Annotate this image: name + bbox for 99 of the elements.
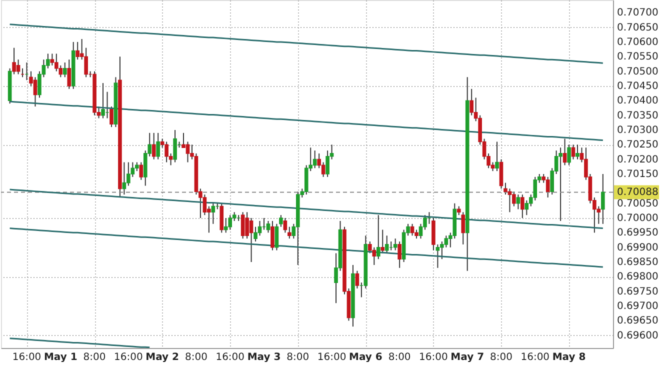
y-tick-label: 0.69950 — [617, 228, 658, 239]
x-tick-label: 16:00 — [317, 352, 346, 363]
line-series — [9, 24, 604, 64]
x-tick-label: 8:00 — [184, 352, 208, 363]
candlestick — [240, 212, 245, 240]
candlestick — [376, 214, 380, 260]
y-tick-label: 0.70450 — [617, 80, 658, 92]
candlestick — [321, 162, 326, 178]
y-tick-label: 0.69600 — [617, 330, 658, 342]
y-tick-label: 0.70000 — [617, 213, 658, 224]
candlestick — [202, 194, 207, 216]
candlestick — [495, 141, 499, 172]
y-tick-label: 0.69850 — [617, 257, 658, 268]
candlestick — [410, 223, 414, 236]
candlestick — [211, 202, 216, 224]
line-series — [9, 228, 604, 268]
ref-line-label: 0.70088 — [617, 187, 658, 198]
x-tick-label: May 1 — [44, 352, 78, 363]
candlestick — [122, 162, 126, 196]
candlestick — [164, 141, 168, 163]
candlestick — [524, 200, 529, 216]
candlestick — [546, 176, 550, 198]
candlestick — [571, 144, 576, 160]
candlestick — [224, 218, 228, 234]
candlestick — [508, 188, 512, 213]
candlestick — [76, 41, 80, 60]
candlestick — [62, 62, 67, 78]
candlestick — [355, 270, 360, 289]
candlestick — [274, 223, 279, 251]
candlestick — [601, 174, 605, 224]
candlestick — [288, 226, 292, 240]
x-tick-label: May 8 — [552, 352, 586, 363]
x-tick-label: May 3 — [247, 352, 281, 363]
candlestick — [499, 158, 504, 190]
candlestick — [576, 144, 580, 160]
y-tick-label: 0.70500 — [617, 66, 658, 78]
candlestick — [398, 240, 402, 268]
candlestick — [384, 235, 389, 254]
candlestick — [436, 244, 440, 268]
x-tick-label: May 7 — [450, 352, 484, 363]
line-series — [9, 338, 150, 348]
candlestick — [258, 220, 262, 236]
candlestick — [186, 141, 190, 163]
y-tick-label: 0.69750 — [617, 286, 658, 298]
y-tick-label: 0.69650 — [617, 316, 658, 327]
candlestick — [173, 129, 177, 163]
y-tick-label: 0.70150 — [617, 169, 658, 180]
candlestick — [67, 59, 72, 90]
y-tick-label: 0.70650 — [617, 22, 658, 34]
x-tick-label: May 2 — [146, 352, 180, 363]
y-tick-label: 0.69900 — [617, 242, 658, 254]
y-tick-label: 0.70050 — [617, 198, 658, 210]
x-tick-label: 8:00 — [388, 352, 411, 363]
x-tick-label: 8:00 — [490, 352, 512, 363]
y-tick-label: 0.70400 — [617, 96, 658, 107]
x-tick-label: 8:00 — [83, 352, 106, 363]
x-tick-label: 8:00 — [286, 352, 310, 363]
candlestick — [312, 150, 317, 169]
candlestick — [50, 53, 54, 66]
candlestick — [562, 138, 567, 166]
y-tick-label: 0.69700 — [617, 301, 658, 312]
candlestick — [444, 235, 448, 248]
y-tick-label: 0.70300 — [617, 124, 658, 136]
candlestick — [266, 220, 270, 234]
candlestick — [520, 194, 524, 219]
y-tick-label: 0.70350 — [617, 110, 658, 122]
candlestick — [270, 220, 274, 251]
candlestick — [139, 162, 144, 180]
x-tick-label: May 6 — [348, 352, 382, 363]
x-tick-label: 16:00 — [12, 352, 42, 363]
candlestick — [152, 132, 156, 160]
candlestick — [249, 218, 254, 263]
candlestick — [156, 132, 160, 160]
candlestick — [16, 59, 20, 75]
candlestick — [33, 76, 38, 108]
candlestick — [101, 82, 105, 119]
y-tick-label: 0.70700 — [617, 8, 658, 19]
candlestick — [58, 64, 63, 78]
x-tick-label: 16:00 — [114, 352, 143, 363]
candlestick — [512, 191, 516, 207]
y-tick-label: 0.70200 — [617, 154, 658, 166]
candlestick — [126, 162, 130, 186]
x-tick-label: 16:00 — [216, 352, 245, 363]
y-tick-label: 0.70250 — [617, 140, 658, 151]
candlestick — [558, 147, 562, 222]
candlestick — [516, 194, 520, 210]
candlestick — [393, 238, 398, 251]
candlestick — [228, 214, 232, 230]
x-tick-label: 16:00 — [419, 352, 448, 363]
candlestick — [283, 218, 288, 234]
candlestick — [326, 150, 330, 178]
candlestick — [380, 229, 385, 254]
y-tick-label: 0.70600 — [617, 36, 658, 48]
y-tick-label: 0.69800 — [617, 272, 658, 283]
x-tick-label: 16:00 — [520, 352, 550, 363]
y-tick-label: 0.70550 — [617, 52, 658, 63]
candlestick — [470, 88, 474, 116]
candlestick — [245, 212, 249, 240]
candlestick — [220, 202, 224, 234]
